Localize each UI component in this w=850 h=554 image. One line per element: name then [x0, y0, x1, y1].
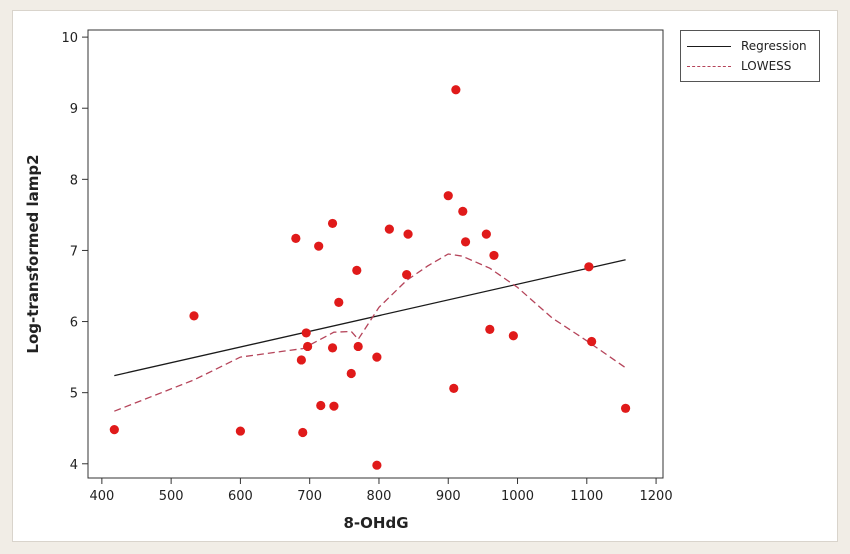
data-points	[109, 85, 631, 470]
y-tick-label: 8	[70, 173, 78, 188]
data-point	[329, 401, 339, 411]
data-point	[403, 229, 413, 239]
x-tick-label: 800	[367, 489, 392, 504]
x-tick-label: 1000	[501, 489, 534, 504]
data-point	[316, 400, 326, 411]
data-point	[301, 328, 311, 338]
legend-label-lowess: LOWESS	[741, 59, 792, 73]
data-point	[458, 206, 468, 216]
series-lines	[114, 253, 626, 412]
data-point	[489, 250, 499, 261]
lowess-line	[114, 253, 626, 412]
data-point	[314, 241, 324, 251]
data-point	[372, 352, 382, 362]
lowess-line-swatch	[687, 65, 731, 67]
y-axis-label: Log-transformed lamp2	[24, 154, 42, 353]
data-point	[109, 425, 119, 435]
data-point	[481, 229, 491, 239]
regression-line	[114, 259, 626, 377]
data-point	[189, 311, 199, 321]
data-point	[303, 341, 313, 352]
data-point	[291, 233, 301, 243]
legend-label-regression: Regression	[741, 39, 807, 53]
x-axis-label: 8-OHdG	[343, 514, 408, 532]
x-tick-label: 700	[297, 489, 322, 504]
x-tick-label: 900	[436, 489, 461, 504]
x-tick-label: 1200	[640, 489, 673, 504]
x-tick-label: 500	[159, 489, 184, 504]
data-point	[485, 324, 495, 334]
y-tick-label: 5	[70, 387, 78, 402]
regression-line-swatch	[687, 45, 731, 47]
legend: Regression LOWESS	[680, 30, 820, 82]
y-tick-label: 7	[70, 244, 78, 259]
data-point	[443, 191, 453, 201]
y-tick-label: 6	[70, 316, 78, 331]
data-point	[584, 262, 594, 272]
data-point	[508, 331, 518, 341]
data-point	[372, 460, 382, 470]
legend-item-lowess: LOWESS	[687, 57, 791, 75]
y-tick-label: 10	[61, 31, 78, 46]
data-point	[334, 297, 344, 307]
data-point	[451, 85, 461, 95]
y-axis-ticks: 4 5 6 7 8 9 10	[61, 31, 88, 473]
x-tick-label: 400	[89, 489, 114, 504]
x-tick-label: 1100	[570, 489, 603, 504]
legend-item-regression: Regression	[687, 37, 807, 55]
x-tick-label: 600	[228, 489, 253, 504]
data-point	[327, 218, 338, 229]
y-tick-label: 9	[70, 102, 78, 117]
data-point	[353, 341, 363, 352]
x-axis-ticks: 400 500 600 700 800 900 1000 1100 1200	[89, 478, 673, 504]
data-point	[587, 336, 597, 347]
data-point	[346, 368, 356, 379]
data-point	[449, 383, 459, 393]
data-point	[327, 343, 338, 353]
data-point	[296, 355, 306, 365]
data-point	[402, 270, 412, 280]
data-point	[298, 427, 308, 438]
data-point	[235, 426, 246, 436]
data-point	[384, 224, 394, 234]
y-tick-label: 4	[70, 458, 78, 473]
data-point	[352, 265, 362, 275]
data-point	[460, 237, 471, 247]
plot-area	[87, 29, 664, 479]
data-point	[620, 403, 631, 413]
